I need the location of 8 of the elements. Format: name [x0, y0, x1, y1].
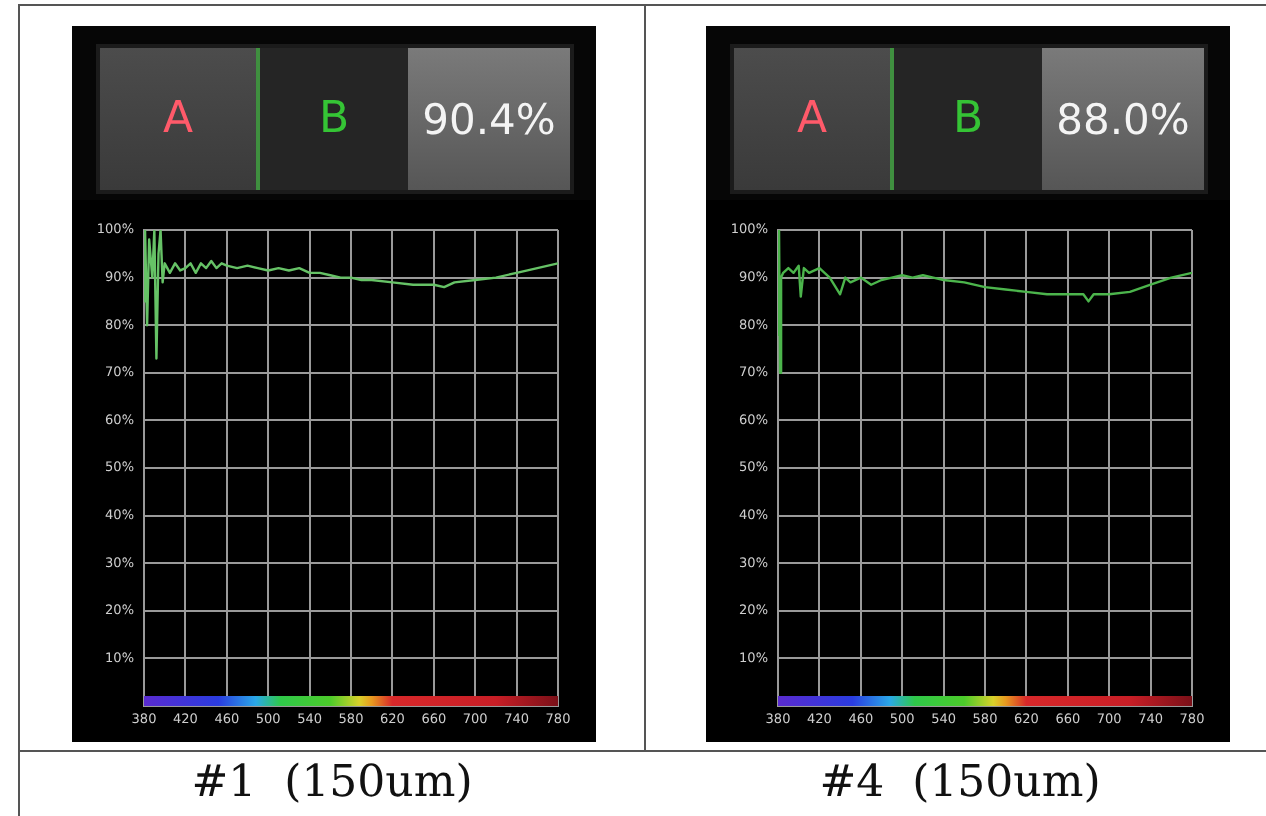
channel-tab: A	[734, 48, 890, 190]
readout-field: 90.4%	[408, 48, 570, 190]
text: #4 (150um)	[817, 756, 1103, 812]
text: #1 (150um)	[189, 756, 475, 812]
channel-tab: A	[100, 48, 256, 190]
channel-tab: B	[890, 48, 1042, 190]
channel-tab: B	[256, 48, 408, 190]
readout-field: 88.0%	[1042, 48, 1204, 190]
